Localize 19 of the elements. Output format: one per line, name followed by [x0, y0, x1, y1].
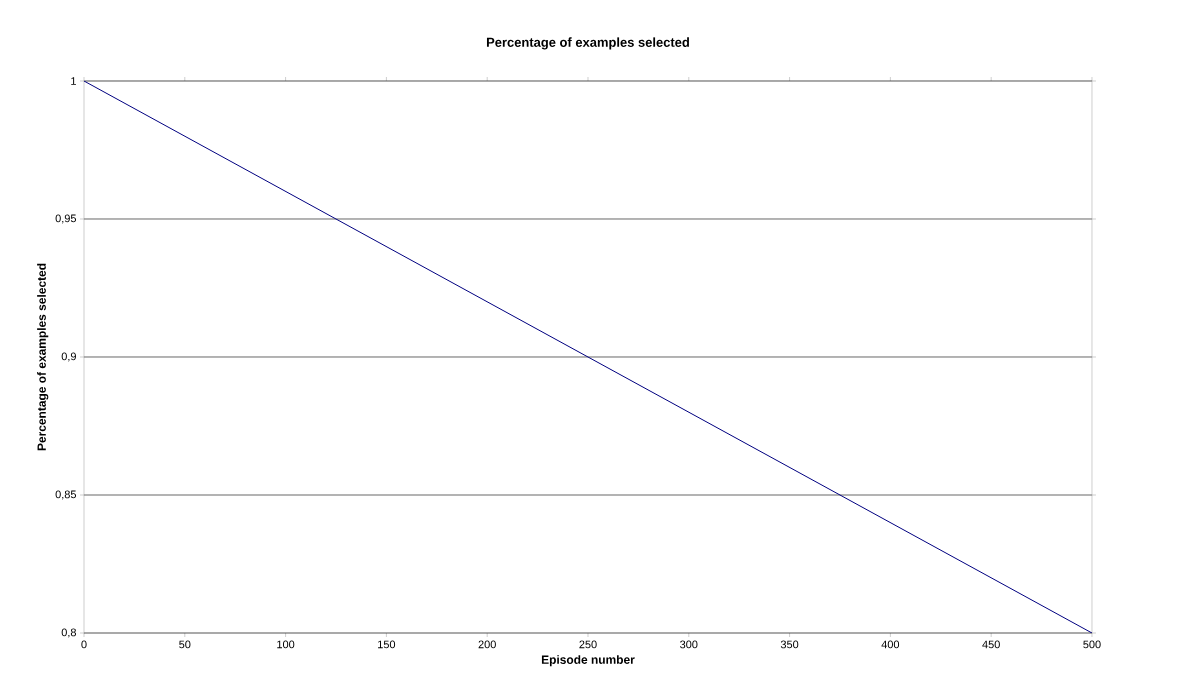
- y-tick-label: 0,9: [61, 352, 76, 362]
- x-tick-label: 50: [179, 640, 191, 649]
- x-tick-label: 100: [277, 640, 295, 649]
- x-tick-label: 450: [982, 640, 1000, 649]
- x-axis-title: Episode number: [541, 655, 635, 667]
- chart-title: Percentage of examples selected: [486, 37, 689, 50]
- x-tick-label: 350: [780, 640, 799, 649]
- x-tick-label: 300: [680, 640, 698, 649]
- y-tick-label: 1: [71, 77, 76, 85]
- y-tick-label: 0,95: [55, 214, 77, 224]
- y-tick-label: 0,8: [61, 628, 76, 638]
- x-tick-label: 250: [579, 640, 597, 649]
- x-tick-label: 150: [378, 640, 396, 649]
- x-tick-label: 500: [1083, 640, 1101, 649]
- x-tick-label: 200: [478, 640, 496, 649]
- x-tick-label: 0: [81, 640, 87, 649]
- x-tick-label: 400: [881, 640, 900, 649]
- y-tick-label: 0,85: [55, 490, 77, 500]
- y-axis-title: Percentage of examples selected: [37, 263, 49, 451]
